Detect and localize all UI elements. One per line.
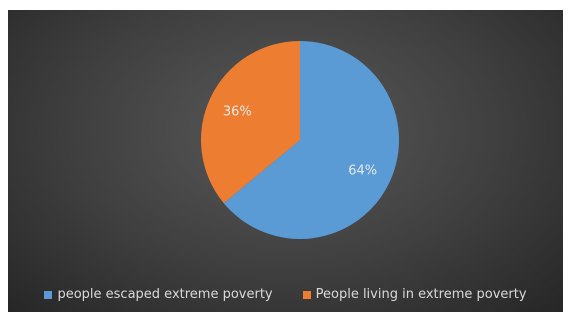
legend: people escaped extreme poverty People li… (8, 287, 563, 302)
pie-slice-living (200, 41, 300, 204)
pie-slice-escaped (223, 41, 399, 239)
legend-swatch-escaped (44, 290, 53, 299)
legend-label-living: People living in extreme poverty (315, 287, 527, 302)
data-label-living: 36% (223, 104, 252, 119)
legend-swatch-living (302, 290, 311, 299)
data-label-escaped: 64% (348, 164, 377, 179)
legend-label-escaped: people escaped extreme poverty (57, 287, 273, 302)
legend-item-living: People living in extreme poverty (302, 287, 527, 302)
legend-item-escaped: people escaped extreme poverty (44, 287, 273, 302)
pie-chart: 64% 36% (200, 41, 399, 239)
chart-area: 64% 36% people escaped extreme poverty Pe… (8, 10, 563, 312)
